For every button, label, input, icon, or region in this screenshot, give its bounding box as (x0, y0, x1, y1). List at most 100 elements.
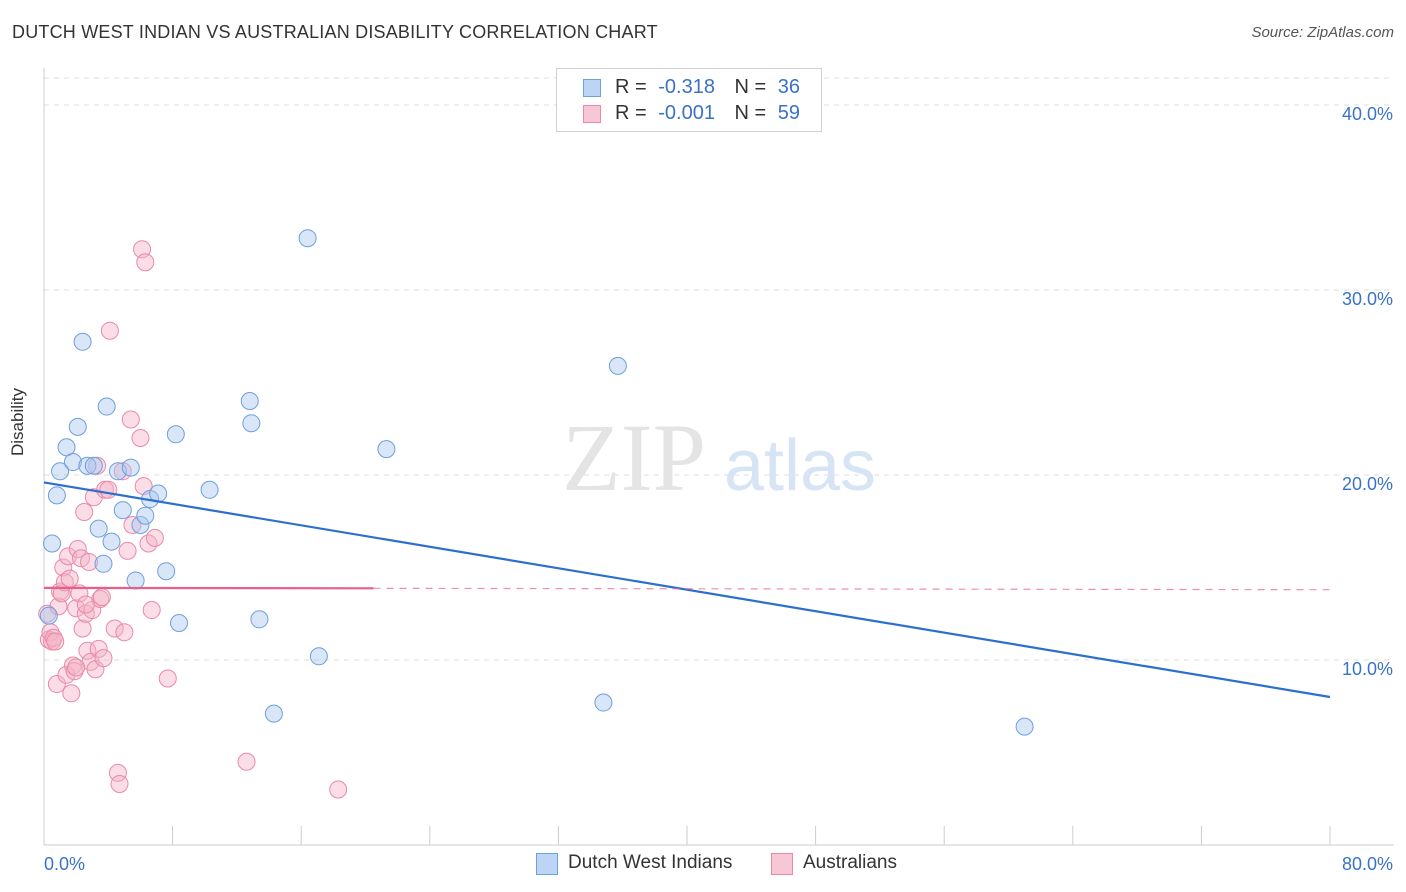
dutch-west-indians-point (136, 506, 155, 525)
legend-r-value: -0.001 (658, 102, 715, 124)
y-tick-label: 20.0% (1342, 474, 1393, 494)
australians-point (60, 569, 79, 588)
dutch-west-indians-points (39, 229, 1034, 736)
australians-points (38, 240, 348, 799)
legend-swatch-pink (583, 105, 601, 123)
australians-point (76, 595, 95, 614)
bottom-legend-swatch-pink (771, 853, 793, 875)
dutch-west-indians-trend-line (43, 481, 1331, 699)
dutch-west-indians-point (78, 456, 97, 475)
legend-n-label: N = (734, 102, 767, 124)
australians-point (121, 410, 140, 429)
australians-point (70, 584, 89, 603)
dutch-west-indians-point (264, 704, 283, 723)
australians-point (92, 588, 111, 607)
australians-point (89, 639, 108, 658)
dutch-west-indians-point (298, 229, 317, 248)
australians-point (329, 780, 348, 799)
dutch-west-indians-point (242, 414, 261, 433)
dutch-west-indians-point (51, 462, 70, 481)
australians-point (115, 623, 134, 642)
legend-r-label: R = (615, 102, 647, 124)
dutch-west-indians-point (170, 614, 189, 632)
australians-point (78, 641, 97, 660)
dutch-west-indians-point (84, 456, 103, 475)
dutch-west-indians-point (377, 440, 396, 459)
australians-point (47, 675, 66, 694)
dutch-west-indians-point (608, 356, 627, 375)
australians-point (54, 558, 73, 577)
dutch-west-indians-point (89, 519, 108, 538)
y-axis-title: Disability (8, 387, 27, 456)
dutch-west-indians-point (200, 480, 219, 499)
australians-point (80, 552, 99, 571)
y-tick-label: 10.0% (1342, 659, 1393, 679)
dutch-west-indians-point (121, 458, 140, 477)
australians-point (55, 573, 74, 592)
x-tick-labels: 0.0% 80.0% (44, 854, 1393, 874)
dutch-west-indians-point (68, 417, 87, 436)
dutch-west-indians-point (126, 571, 145, 590)
dutch-west-indians-point (1015, 717, 1034, 736)
australians-point (110, 774, 129, 793)
bottom-legend-label-blue: Dutch West Indians (568, 852, 733, 873)
dutch-west-indians-point (73, 332, 92, 351)
chart-title: DUTCH WEST INDIAN VS AUSTRALIAN DISABILI… (12, 22, 658, 42)
axes (43, 68, 1394, 846)
australians-point (237, 752, 256, 771)
australians-point (145, 528, 164, 547)
dutch-west-indians-point (309, 647, 328, 666)
australians-trend-line-extension (373, 587, 1331, 591)
chart-source: Source: ZipAtlas.com (1251, 24, 1394, 41)
dutch-west-indians-point (240, 392, 259, 410)
dutch-west-indians-point (166, 425, 185, 444)
x-tick-label-max: 80.0% (1342, 854, 1393, 874)
australians-point (67, 599, 86, 618)
australians-point (52, 584, 71, 603)
australians-point (99, 480, 118, 499)
australians-point (108, 763, 127, 782)
grid-lines (44, 77, 1394, 661)
legend-n-value: 59 (777, 102, 801, 124)
legend-r-label: R = (615, 76, 647, 98)
y-tick-label: 40.0% (1342, 104, 1393, 124)
watermark-atlas: atlas (724, 426, 876, 506)
australians-point (62, 684, 81, 703)
x-ticks (172, 826, 1331, 845)
dutch-west-indians-point (57, 438, 76, 457)
australians-point (136, 253, 155, 272)
legend-r-value: -0.318 (658, 76, 715, 98)
dutch-west-indians-point (97, 397, 116, 416)
australians-point (118, 541, 137, 560)
dutch-west-indians-point (47, 486, 66, 505)
bottom-legend-label-pink: Australians (803, 852, 897, 873)
dutch-west-indians-point (43, 534, 62, 553)
watermark: ZIP atlas (562, 404, 876, 511)
trend-lines (43, 481, 1331, 699)
australians-point (100, 321, 119, 340)
australians-point (67, 658, 86, 677)
y-tick-label: 30.0% (1342, 289, 1393, 309)
y-tick-labels: 10.0% 20.0% 30.0% 40.0% (1342, 104, 1393, 679)
australians-point (105, 619, 124, 638)
correlation-legend: R = -0.318 N = 36 R = -0.001 N = 59 (556, 68, 822, 132)
dutch-west-indians-point (113, 501, 132, 520)
dutch-west-indians-point (594, 693, 613, 712)
dutch-west-indians-point (63, 453, 82, 472)
australians-point (46, 632, 65, 651)
australians-point (94, 649, 113, 668)
dutch-west-indians-point (157, 562, 176, 581)
dutch-west-indians-point (131, 515, 150, 534)
dutch-west-indians-point (102, 532, 121, 551)
watermark-zip: ZIP (562, 404, 706, 511)
australians-point (75, 503, 94, 521)
bottom-legend-swatch-blue (536, 853, 558, 875)
australians-point (142, 601, 161, 620)
australians-point (131, 429, 150, 447)
australians-point (158, 669, 177, 688)
australians-point (84, 488, 103, 507)
australians-point (73, 619, 92, 638)
legend-swatch-blue (583, 79, 601, 97)
dutch-west-indians-point (39, 606, 58, 625)
